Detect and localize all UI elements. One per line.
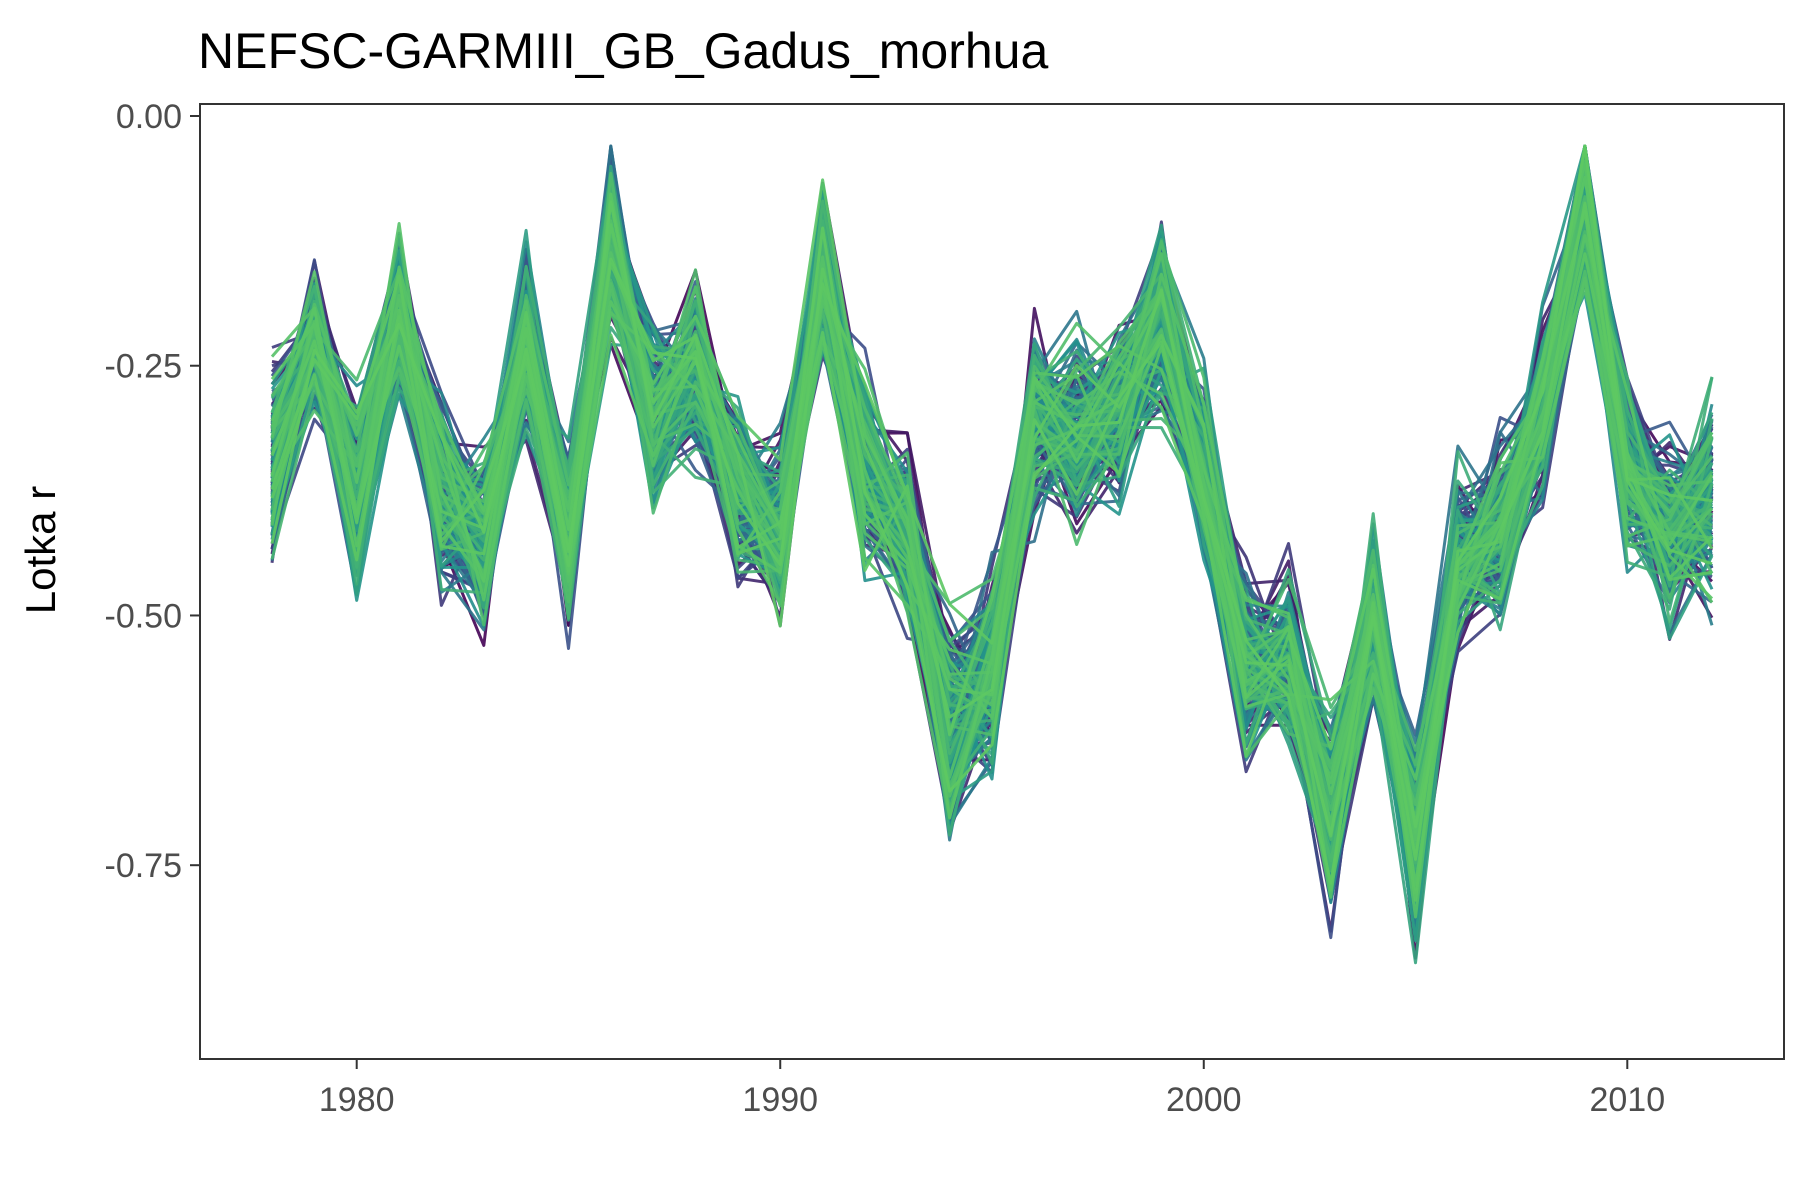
plot-panel <box>199 103 1785 1060</box>
series-line <box>270 223 1713 828</box>
x-tick-label: 1980 <box>319 1081 395 1119</box>
y-tick-label: -0.25 <box>105 348 183 386</box>
series-layer <box>270 144 1714 965</box>
y-tick-label: 0.00 <box>116 98 182 136</box>
series-line <box>270 144 1713 885</box>
axis-layer: 1980 1990 2000 2010 0.00 -0.25 -0.50 -0.75 <box>105 98 1666 1119</box>
x-tick-label: 2000 <box>1166 1081 1242 1119</box>
x-tick-label: 1990 <box>742 1081 818 1119</box>
x-tick-label: 2010 <box>1589 1081 1665 1119</box>
series-line <box>270 200 1713 836</box>
chart-title: NEFSC-GARMIII_GB_Gadus_morhua <box>198 23 1048 79</box>
y-axis-title: Lotka r <box>17 486 64 614</box>
y-tick-label: -0.50 <box>105 597 183 635</box>
y-tick-label: -0.75 <box>105 847 183 885</box>
series-line <box>270 159 1714 886</box>
